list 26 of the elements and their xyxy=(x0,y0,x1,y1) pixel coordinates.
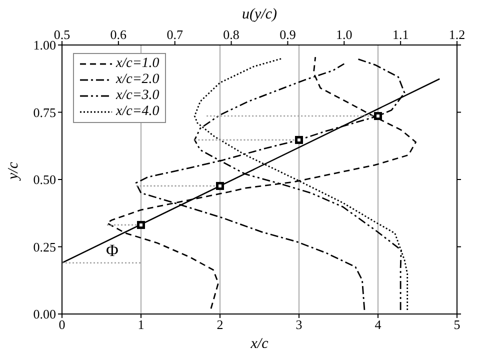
x2-tick-label: 0.7 xyxy=(166,27,184,42)
x2-tick-label: 0.6 xyxy=(110,27,128,42)
annotation: Φ xyxy=(106,241,118,260)
x-tick-label: 5 xyxy=(454,317,460,332)
x-tick-label: 4 xyxy=(374,317,382,332)
x2-axis-title: u(y/c) xyxy=(242,6,277,23)
y-tick-label: 0.75 xyxy=(33,104,56,120)
legend-label: x/c=3.0 xyxy=(116,88,160,104)
y-tick-label: 0.25 xyxy=(33,239,56,254)
y-tick-label: 1.00 xyxy=(33,38,56,53)
x2-tick-label: 0.5 xyxy=(54,27,70,42)
x2-tick-label: 1.0 xyxy=(336,27,352,42)
y-tick-label: 0.50 xyxy=(33,172,56,188)
x-tick-label: 2 xyxy=(216,317,224,332)
x-tick-label: 1 xyxy=(138,317,144,332)
legend-label: x/c=1.0 xyxy=(116,56,160,72)
x2-tick-label: 1.1 xyxy=(392,27,409,42)
x-axis-title: x/c xyxy=(250,336,269,352)
x2-tick-label: 0.9 xyxy=(280,27,296,42)
x2-tick-label: 1.2 xyxy=(448,27,466,42)
legend-label: x/c=2.0 xyxy=(116,72,160,88)
x2-tick-label: 0.8 xyxy=(223,27,240,42)
x-tick-label: 3 xyxy=(296,317,302,332)
y-tick-label: 0.00 xyxy=(33,306,56,322)
x-tick-label: 0 xyxy=(58,317,66,332)
legend-label: x/c=4.0 xyxy=(116,104,160,120)
